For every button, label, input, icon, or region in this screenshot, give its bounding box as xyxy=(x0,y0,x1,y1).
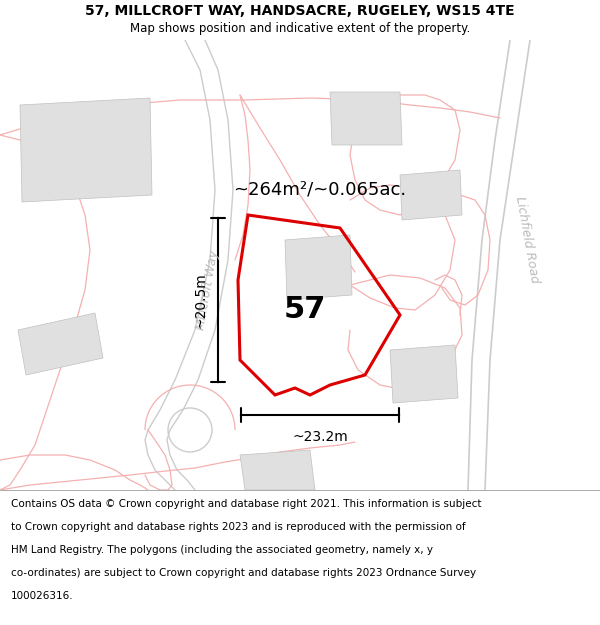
Text: ~23.2m: ~23.2m xyxy=(292,430,348,444)
Text: ~264m²/~0.065ac.: ~264m²/~0.065ac. xyxy=(233,181,407,199)
Text: ~20.5m: ~20.5m xyxy=(194,272,208,328)
Text: co-ordinates) are subject to Crown copyright and database rights 2023 Ordnance S: co-ordinates) are subject to Crown copyr… xyxy=(11,568,476,578)
Text: 100026316.: 100026316. xyxy=(11,591,73,601)
Text: Millcroft Way: Millcroft Way xyxy=(194,249,221,331)
Text: to Crown copyright and database rights 2023 and is reproduced with the permissio: to Crown copyright and database rights 2… xyxy=(11,522,466,532)
Polygon shape xyxy=(390,345,458,403)
Text: 57, MILLCROFT WAY, HANDSACRE, RUGELEY, WS15 4TE: 57, MILLCROFT WAY, HANDSACRE, RUGELEY, W… xyxy=(85,4,515,18)
Text: Map shows position and indicative extent of the property.: Map shows position and indicative extent… xyxy=(130,22,470,35)
Text: HM Land Registry. The polygons (including the associated geometry, namely x, y: HM Land Registry. The polygons (includin… xyxy=(11,546,433,556)
Polygon shape xyxy=(285,235,352,300)
Text: Contains OS data © Crown copyright and database right 2021. This information is : Contains OS data © Crown copyright and d… xyxy=(11,499,481,509)
Text: 57: 57 xyxy=(284,296,326,324)
Polygon shape xyxy=(20,98,152,202)
Polygon shape xyxy=(400,170,462,220)
Polygon shape xyxy=(18,313,103,375)
Polygon shape xyxy=(330,92,402,145)
Text: Lichfield Road: Lichfield Road xyxy=(513,196,541,284)
Polygon shape xyxy=(240,450,315,490)
